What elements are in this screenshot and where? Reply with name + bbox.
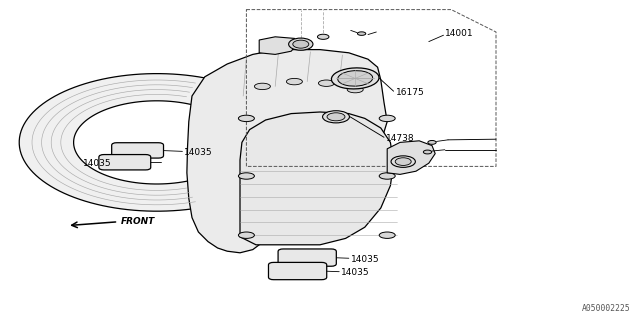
Ellipse shape xyxy=(379,173,396,179)
Text: 14001: 14001 xyxy=(445,29,474,38)
FancyBboxPatch shape xyxy=(278,249,337,266)
Ellipse shape xyxy=(292,40,308,48)
Ellipse shape xyxy=(428,140,436,144)
Ellipse shape xyxy=(323,111,349,123)
Text: 14035: 14035 xyxy=(83,159,112,168)
Ellipse shape xyxy=(379,232,396,238)
FancyBboxPatch shape xyxy=(99,155,151,170)
Polygon shape xyxy=(387,141,435,174)
Ellipse shape xyxy=(327,113,345,121)
Ellipse shape xyxy=(238,115,255,122)
Ellipse shape xyxy=(348,86,364,93)
Polygon shape xyxy=(187,50,387,253)
Polygon shape xyxy=(19,74,254,211)
Ellipse shape xyxy=(379,115,396,122)
Ellipse shape xyxy=(319,80,334,86)
Ellipse shape xyxy=(357,32,366,36)
Text: 14035: 14035 xyxy=(351,255,380,264)
Polygon shape xyxy=(259,37,298,54)
Ellipse shape xyxy=(287,78,303,85)
Text: A050002225: A050002225 xyxy=(582,304,630,313)
Ellipse shape xyxy=(424,150,432,154)
Text: FRONT: FRONT xyxy=(120,217,155,226)
Ellipse shape xyxy=(338,71,372,86)
Text: 14738: 14738 xyxy=(386,134,415,143)
Ellipse shape xyxy=(238,173,255,179)
FancyBboxPatch shape xyxy=(111,143,164,158)
Polygon shape xyxy=(240,112,394,245)
Text: 16175: 16175 xyxy=(396,88,424,97)
Ellipse shape xyxy=(254,83,270,90)
Ellipse shape xyxy=(238,232,255,238)
FancyBboxPatch shape xyxy=(269,262,327,280)
Ellipse shape xyxy=(289,38,313,50)
Text: 14035: 14035 xyxy=(184,148,213,156)
Ellipse shape xyxy=(396,158,412,165)
Ellipse shape xyxy=(317,34,329,39)
Ellipse shape xyxy=(332,68,379,89)
Text: 14035: 14035 xyxy=(341,268,370,277)
